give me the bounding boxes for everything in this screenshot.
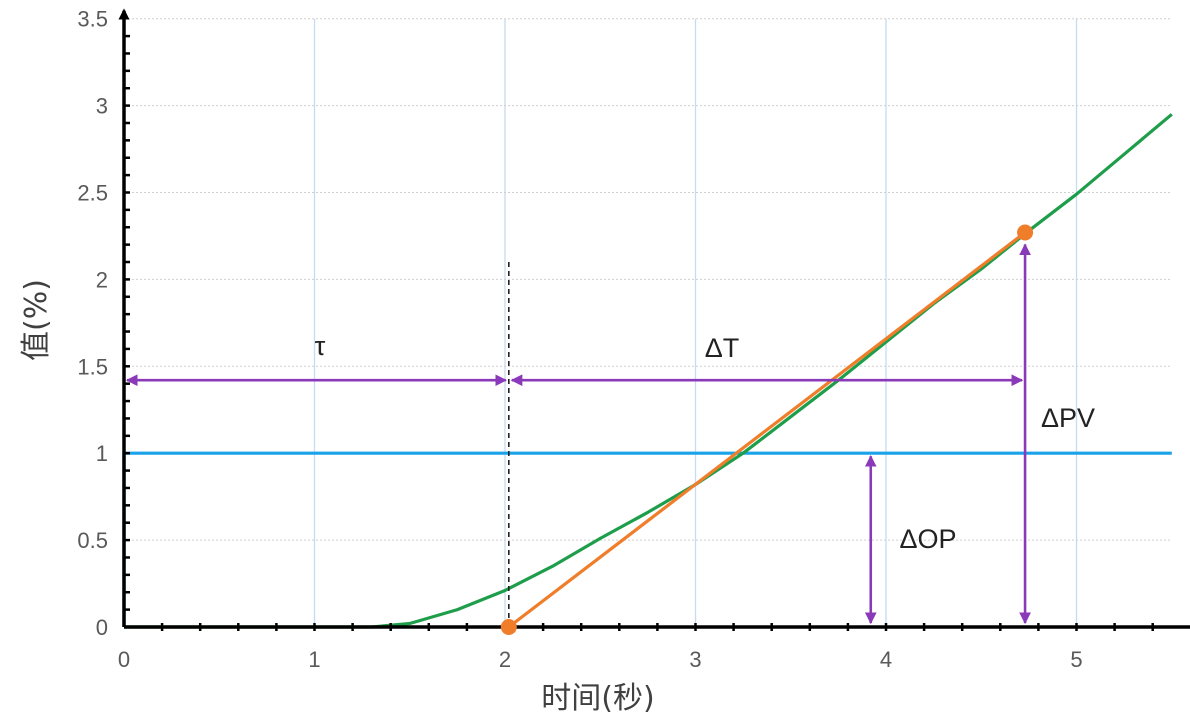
delta-t-label: ΔT xyxy=(705,333,740,363)
delta-pv-label: ΔPV xyxy=(1041,403,1095,433)
x-tick-label: 3 xyxy=(689,647,701,672)
y-axis-title: 值(%) xyxy=(19,279,54,361)
x-tick-label: 1 xyxy=(308,647,320,672)
y-tick-label: 3.5 xyxy=(77,7,108,32)
y-tick-label: 0.5 xyxy=(77,528,108,553)
y-tick-label: 1 xyxy=(96,441,108,466)
y-tick-label: 3 xyxy=(96,94,108,119)
delta-op-label: ΔOP xyxy=(899,524,956,554)
y-tick-label: 0 xyxy=(96,615,108,640)
tick-labels: 0 1 2 3 4 5 0 0.5 1 1.5 2 2.5 3 3.5 xyxy=(77,7,1082,672)
y-tick-label: 1.5 xyxy=(77,354,108,379)
axes xyxy=(118,8,1190,631)
x-axis-title: 时间(秒) xyxy=(541,681,654,716)
series-layer xyxy=(122,113,1173,629)
x-tick-label: 0 xyxy=(118,647,130,672)
x-tick-label: 4 xyxy=(880,647,892,672)
y-tick-label: 2 xyxy=(96,267,108,292)
x-tick-label: 5 xyxy=(1070,647,1082,672)
tau-label: τ xyxy=(315,331,326,361)
x-tick-label: 2 xyxy=(499,647,511,672)
annotations xyxy=(125,224,1034,635)
series-line xyxy=(507,231,1027,629)
grid xyxy=(124,18,1172,627)
y-tick-label: 2.5 xyxy=(77,181,108,206)
series-line xyxy=(124,113,1173,629)
tangent-point xyxy=(500,619,517,635)
tangent-point xyxy=(1017,224,1034,241)
